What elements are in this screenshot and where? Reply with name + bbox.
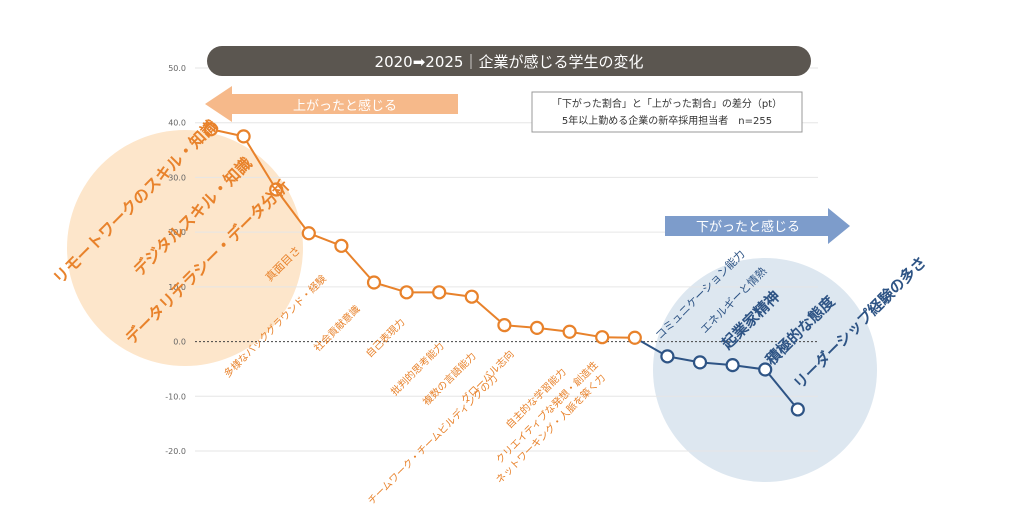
down-arrow-icon	[665, 208, 850, 244]
y-axis-ticks: 50.0 40.0 30.0 20.0 10.0 0.0 -10.0 -20.0	[165, 64, 186, 456]
data-point	[660, 349, 675, 364]
data-point	[464, 289, 479, 304]
note-line-1: 「下がった割合」と「上がった割合」の差分（pt）	[552, 97, 782, 110]
y-tick-label: -20.0	[165, 447, 186, 456]
y-tick-label: 10.0	[168, 283, 186, 292]
series-segment	[764, 368, 799, 411]
y-tick-label: -10.0	[165, 392, 186, 401]
series-segment	[340, 245, 375, 284]
data-point	[758, 362, 773, 377]
title-bar	[207, 46, 811, 76]
positive-highlight-circle	[67, 130, 303, 366]
data-point	[692, 355, 708, 370]
data-point	[627, 330, 642, 345]
down-arrow-label: 下がったと感じる	[696, 219, 800, 235]
data-point	[529, 320, 545, 335]
data-point	[497, 318, 512, 333]
data-points	[203, 122, 805, 417]
y-tick-label: 40.0	[168, 119, 186, 128]
data-point	[725, 357, 740, 373]
data-point	[432, 285, 447, 300]
data-point	[203, 122, 219, 137]
y-tick-label: 50.0	[168, 64, 186, 73]
data-point	[334, 238, 349, 253]
up-arrow-label: 上がったと感じる	[293, 98, 397, 114]
data-point	[562, 324, 577, 339]
category-label: 自己表現力	[363, 316, 408, 361]
data-point	[595, 330, 610, 345]
y-tick-label: 30.0	[168, 173, 186, 182]
note-line-2: 5年以上勤める企業の新卒採用担当者 n=255	[562, 114, 772, 127]
data-point	[236, 129, 251, 144]
series-segment	[242, 135, 278, 190]
category-label: クリエイティブな発想・創造性	[493, 358, 601, 466]
data-point	[399, 285, 414, 300]
series-segment	[275, 188, 310, 234]
chart-title: 2020➡2025｜企業が感じる学生の変化	[375, 53, 644, 71]
up-arrow-icon	[205, 86, 458, 122]
series-segment	[471, 295, 506, 326]
data-point	[366, 275, 382, 290]
note-box	[531, 91, 803, 133]
category-label: 社会貢献意識	[311, 303, 363, 355]
y-tick-label: 20.0	[168, 228, 186, 237]
y-tick-label: 0.0	[173, 338, 186, 347]
data-point	[301, 226, 316, 241]
data-point	[269, 182, 284, 197]
data-point	[790, 402, 805, 417]
